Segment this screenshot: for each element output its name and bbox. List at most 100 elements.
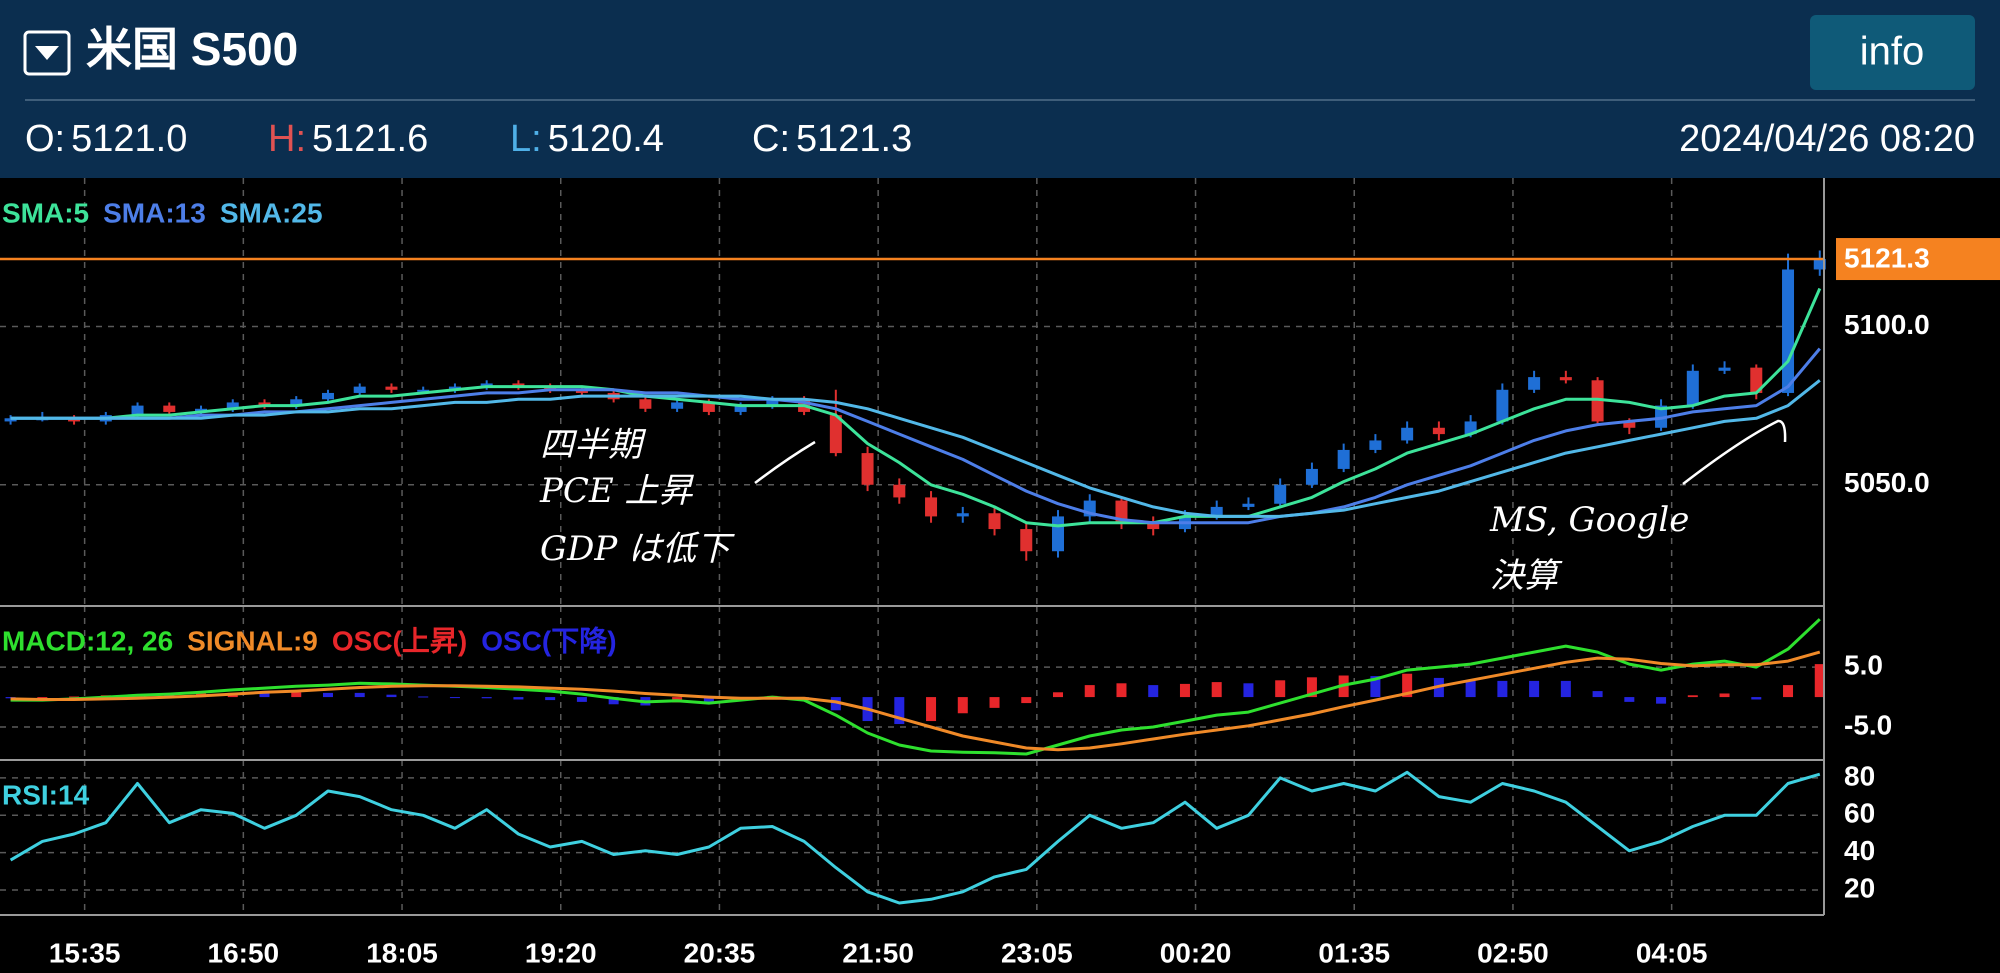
osc-bar bbox=[545, 697, 556, 701]
x-tick-label: 21:50 bbox=[842, 937, 914, 968]
candle-body bbox=[766, 399, 779, 406]
series-line bbox=[10, 287, 1822, 528]
info-button[interactable] bbox=[1810, 15, 1975, 90]
x-tick-label: 01:35 bbox=[1318, 937, 1390, 968]
candle-body bbox=[1750, 367, 1763, 393]
candle-body bbox=[829, 415, 842, 454]
candle-body bbox=[1052, 516, 1065, 552]
y-tick-label: 5100.0 bbox=[1844, 309, 1930, 340]
osc-bar bbox=[1275, 680, 1286, 698]
osc-bar bbox=[576, 697, 587, 702]
ohlc-value: 5121.6 bbox=[312, 118, 428, 160]
candle-body bbox=[512, 383, 525, 387]
candle-body bbox=[1813, 259, 1826, 270]
candle-body bbox=[861, 453, 874, 485]
osc-bar bbox=[1148, 685, 1159, 698]
candle-body bbox=[1274, 484, 1287, 504]
osc-bar bbox=[5, 697, 16, 699]
osc-bar bbox=[608, 697, 619, 705]
candle-body bbox=[1686, 370, 1699, 406]
legend-entry: SMA:5 bbox=[2, 197, 89, 228]
info-label[interactable]: info bbox=[1860, 30, 1925, 74]
x-tick-label: 02:50 bbox=[1477, 937, 1549, 968]
osc-bar bbox=[1719, 693, 1730, 698]
osc-bar bbox=[1084, 685, 1095, 698]
osc-bar bbox=[1211, 682, 1222, 698]
candle-body bbox=[385, 386, 398, 390]
series-line bbox=[10, 347, 1821, 525]
ohlc-item: C: 5121.3 bbox=[752, 118, 912, 160]
osc-bar bbox=[1370, 676, 1381, 698]
ohlc-key: H: bbox=[268, 118, 306, 160]
osc-bar bbox=[1814, 664, 1825, 698]
candle-body bbox=[1115, 500, 1128, 523]
series-line bbox=[10, 379, 1821, 518]
annotation: 四半期 bbox=[540, 425, 647, 465]
osc-bar bbox=[1624, 697, 1635, 702]
ohlc-item: L: 5120.4 bbox=[510, 118, 664, 160]
osc-bar bbox=[830, 697, 841, 711]
candle-body bbox=[480, 383, 493, 387]
y-tick-label: 5.0 bbox=[1844, 650, 1883, 681]
osc-bar bbox=[703, 697, 714, 704]
osc-bar bbox=[1402, 673, 1413, 698]
dropdown-box[interactable] bbox=[23, 30, 71, 76]
y-tick-label: 40 bbox=[1844, 835, 1875, 866]
candle-body bbox=[1559, 377, 1572, 381]
current-price-label: 5121.3 bbox=[1844, 242, 1930, 273]
osc-bar bbox=[1179, 683, 1190, 698]
osc-bar bbox=[1497, 680, 1508, 698]
candle-body bbox=[163, 405, 176, 412]
y-tick-label: 60 bbox=[1844, 798, 1875, 829]
candle-body bbox=[1718, 367, 1731, 371]
candle-body bbox=[290, 399, 303, 406]
osc-bar bbox=[1306, 677, 1317, 698]
candle-body bbox=[1782, 269, 1795, 393]
osc-bar bbox=[37, 697, 48, 699]
osc-bar bbox=[1751, 697, 1762, 700]
series-line bbox=[10, 618, 1821, 756]
candle-body bbox=[544, 386, 557, 390]
panel: -5.0 5.0 MACD:12, 26 SIGNAL:9 OSC(上昇) OSC(下降) bbox=[0, 606, 1892, 760]
candle-body bbox=[1496, 389, 1509, 422]
osc-bar bbox=[1560, 680, 1571, 698]
annotation-arrow bbox=[1682, 419, 1787, 485]
osc-bar bbox=[1465, 680, 1476, 698]
osc-bar bbox=[449, 697, 460, 699]
candle-body bbox=[258, 402, 271, 406]
dropdown[interactable] bbox=[23, 30, 71, 76]
legend-entry: MACD:12, 26 bbox=[2, 625, 173, 656]
current-price-tag bbox=[1836, 238, 2000, 281]
x-tick-label: 00:20 bbox=[1160, 937, 1232, 968]
series-line bbox=[10, 650, 1821, 752]
ohlc-key: C: bbox=[752, 118, 790, 160]
x-tick-label: 23:05 bbox=[1001, 937, 1073, 968]
candle-body bbox=[68, 418, 81, 422]
osc-bar bbox=[1053, 692, 1064, 698]
x-tick-label: 15:35 bbox=[49, 937, 121, 968]
y-tick-label: 5050.0 bbox=[1844, 467, 1930, 498]
header-bg bbox=[0, 0, 2000, 178]
osc-bar bbox=[1656, 697, 1667, 704]
osc-bar bbox=[1529, 680, 1540, 698]
osc-bar bbox=[354, 692, 365, 698]
candle-body bbox=[131, 405, 144, 416]
candle-body bbox=[4, 418, 17, 422]
ohlc-key: O: bbox=[25, 118, 65, 160]
x-tick-label: 04:05 bbox=[1636, 937, 1708, 968]
legend-entry: SMA:25 bbox=[220, 197, 323, 228]
candle-body bbox=[1432, 427, 1445, 435]
candle-body bbox=[1020, 529, 1033, 552]
osc-bar bbox=[1687, 695, 1698, 698]
candle-body bbox=[1147, 522, 1160, 530]
candle-body bbox=[702, 402, 715, 412]
x-tick-label: 19:20 bbox=[525, 937, 597, 968]
osc-bar bbox=[989, 697, 1000, 708]
candle-body bbox=[1655, 405, 1668, 428]
osc-bar bbox=[322, 692, 333, 698]
series-line bbox=[9, 770, 1821, 905]
candle-body bbox=[321, 392, 334, 400]
annotation: PCE 上昇 bbox=[539, 471, 695, 511]
